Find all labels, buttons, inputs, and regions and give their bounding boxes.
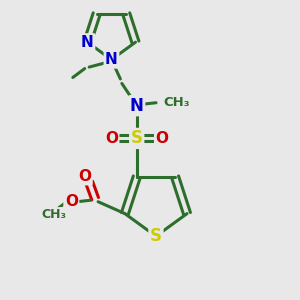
- Text: CH₃: CH₃: [41, 208, 66, 221]
- Text: S: S: [150, 227, 162, 245]
- Text: N: N: [105, 52, 118, 67]
- Text: O: O: [155, 131, 169, 146]
- Text: N: N: [81, 35, 94, 50]
- Text: O: O: [65, 194, 78, 209]
- Text: S: S: [131, 129, 143, 147]
- Text: O: O: [78, 169, 91, 184]
- Text: O: O: [105, 131, 118, 146]
- Text: CH₃: CH₃: [164, 96, 190, 109]
- Text: N: N: [130, 97, 144, 115]
